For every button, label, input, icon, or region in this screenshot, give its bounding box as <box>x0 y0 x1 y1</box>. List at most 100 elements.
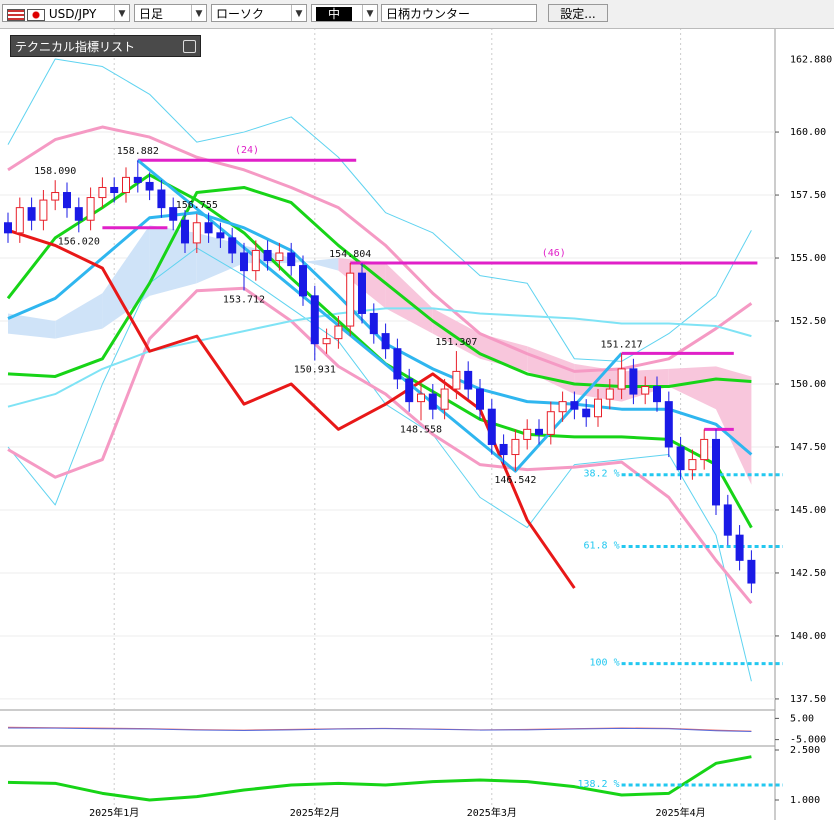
candle-body <box>322 338 331 345</box>
fib-label: 100 % <box>589 658 619 669</box>
candle-body <box>51 192 60 201</box>
indicator-line <box>7 286 753 605</box>
y-tick-label: 155.00 <box>790 253 826 264</box>
candle-body <box>74 207 83 221</box>
candle-body <box>251 249 260 272</box>
x-tick-label: 2025年1月 <box>89 806 139 819</box>
candle-body <box>4 222 12 234</box>
cloud <box>55 293 103 339</box>
price-label: 156.755 <box>176 200 218 211</box>
candle-body <box>452 370 461 390</box>
candle-body <box>358 272 366 314</box>
x-tick-label: 2025年3月 <box>467 806 517 819</box>
candle-body <box>63 192 71 209</box>
cloud <box>385 263 433 334</box>
y-tick-label: 5.00 <box>790 713 814 724</box>
candle-body <box>605 388 614 400</box>
candle-body <box>27 207 36 221</box>
y-tick-label: 137.50 <box>790 694 826 705</box>
panel-button[interactable] <box>183 40 196 53</box>
settings: 設定... <box>560 7 596 21</box>
toolbar: USD/JPY ▼ 日足 ▼ ローソク ▼ 中 ▼ 日柄カウンター 設定... <box>0 0 834 29</box>
candle-body <box>653 386 661 403</box>
y-tick-label: 142.50 <box>790 568 826 579</box>
candle-body <box>369 312 378 335</box>
price-label: 156.020 <box>58 236 100 247</box>
fib-label: 138.2 % <box>577 779 619 790</box>
fib-label: 61.8 % <box>583 541 619 552</box>
price-label: 151.307 <box>435 337 477 348</box>
x-tick-label: 2025年2月 <box>290 806 340 819</box>
cloud <box>8 313 56 339</box>
symbol-select[interactable]: USD/JPY ▼ <box>2 4 130 22</box>
price-label: 154.804 <box>329 249 371 260</box>
y-tick-label: 157.50 <box>790 190 826 201</box>
candle-body <box>310 295 319 345</box>
candle-body <box>157 189 166 209</box>
size: 中 <box>316 7 353 21</box>
candle-body <box>535 428 543 435</box>
price-label: 146.542 <box>494 475 536 486</box>
candle-body <box>15 207 24 234</box>
level-label: (24) <box>235 145 259 156</box>
y-tick-label: 2.500 <box>790 745 820 756</box>
counter-input[interactable]: 日柄カウンター <box>381 4 537 22</box>
candle-body <box>405 378 414 403</box>
candle-body <box>204 222 213 234</box>
candle-body <box>629 368 638 395</box>
x-tick-label: 2025年4月 <box>656 806 706 819</box>
candle-body <box>263 249 272 262</box>
candle-body <box>558 401 567 413</box>
candle-body <box>393 348 402 380</box>
period-select[interactable]: 日足 ▼ <box>134 4 207 22</box>
candle-body <box>476 388 484 410</box>
candle-body <box>287 252 296 267</box>
price-label: 158.882 <box>117 146 159 157</box>
candle-body <box>546 411 555 435</box>
price-label: 153.712 <box>223 294 265 305</box>
candle-body <box>617 368 626 390</box>
symbol: USD/JPY <box>48 7 97 21</box>
indicator-panel[interactable]: テクニカル指標リスト <box>10 35 201 57</box>
cloud <box>480 333 528 372</box>
candle-body <box>86 197 95 221</box>
price-label: 158.090 <box>34 166 76 177</box>
size-select[interactable]: 中 ▼ <box>311 4 378 22</box>
candle-body <box>499 443 508 456</box>
cloud <box>716 366 752 485</box>
candle-body <box>169 207 178 221</box>
cloud <box>668 366 716 410</box>
dropdown-arrow: ▼ <box>291 5 306 21</box>
price-label: 150.931 <box>294 365 336 376</box>
fib-label: 38.2 % <box>583 469 619 480</box>
candle-body <box>381 333 390 350</box>
y-tick-label: -5.000 <box>790 735 826 746</box>
y-tick-label: 150.00 <box>790 379 826 390</box>
dropdown-arrow: ▼ <box>362 5 377 21</box>
dropdown-arrow: ▼ <box>191 5 206 21</box>
candle-body <box>216 232 225 239</box>
y-tick-label: 160.00 <box>790 127 826 138</box>
candle-body <box>181 219 189 244</box>
candle-body <box>275 252 284 262</box>
y-tick-label: 1.000 <box>790 795 820 806</box>
candle-body <box>523 428 532 440</box>
y-tick-label: 152.50 <box>790 316 826 327</box>
candle-body <box>594 398 602 418</box>
settings-button[interactable]: 設定... <box>548 4 608 22</box>
oscillator-line <box>7 727 752 733</box>
candle-body <box>664 401 673 448</box>
candle-body <box>582 408 591 418</box>
candle-body <box>122 176 130 194</box>
style-select[interactable]: ローソク ▼ <box>211 4 307 22</box>
oscillator-line <box>7 755 752 802</box>
candle-body <box>334 325 343 340</box>
candle-body <box>133 176 142 183</box>
candle-body <box>570 401 579 410</box>
y-tick-label: 145.00 <box>790 505 826 516</box>
candle-body <box>192 222 201 244</box>
candle-body <box>110 186 119 194</box>
candle-body <box>145 181 154 191</box>
